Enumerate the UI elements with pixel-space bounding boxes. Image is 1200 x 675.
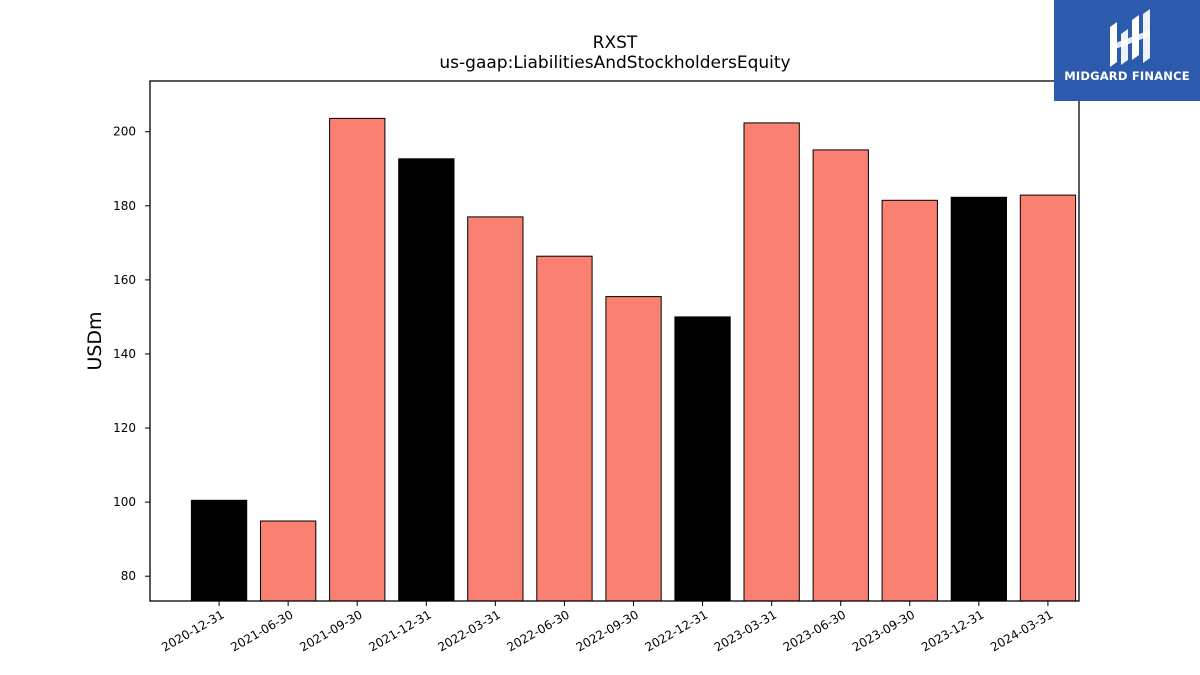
bar-2022-06-30 bbox=[536, 255, 593, 602]
bar-2022-12-31 bbox=[674, 316, 731, 602]
brand-logo-icon bbox=[1054, 0, 1200, 101]
bar-2023-06-30 bbox=[812, 149, 869, 602]
x-tick-label: 2022-06-30 bbox=[505, 607, 572, 654]
y-ticks-group: 80 100 120 140 160 180 200 bbox=[113, 125, 150, 583]
x-tick-label: 2021-06-30 bbox=[228, 607, 295, 654]
chart-subtitle: us-gaap:LiabilitiesAndStockholdersEquity bbox=[439, 53, 790, 73]
y-tick-label: 200 bbox=[113, 125, 136, 139]
brand-name: MIDGARD FINANCE bbox=[1064, 69, 1190, 83]
y-tick-label: 80 bbox=[121, 569, 136, 583]
x-tick-label: 2022-03-31 bbox=[435, 607, 502, 654]
x-ticks-group: 2020-12-31 2021-06-30 2021-09-30 2021-12-31… bbox=[159, 601, 1055, 654]
bar-2022-09-30 bbox=[605, 296, 662, 602]
bar-2020-12-31 bbox=[190, 499, 248, 602]
y-tick-label: 160 bbox=[113, 273, 136, 287]
bar-2023-12-31 bbox=[950, 196, 1008, 602]
bar-2021-06-30 bbox=[260, 520, 317, 602]
x-tick-label: 2021-12-31 bbox=[366, 607, 433, 654]
brand-logo: MIDGARD FINANCE bbox=[1054, 0, 1200, 101]
y-tick-label: 180 bbox=[113, 199, 136, 213]
bar-2024-03-31 bbox=[1019, 194, 1077, 602]
chart-title: RXST bbox=[593, 33, 638, 53]
x-tick-label: 2024-03-31 bbox=[988, 607, 1055, 654]
bar-2022-03-31 bbox=[467, 216, 524, 602]
y-tick-label: 120 bbox=[113, 421, 136, 435]
plot-frame bbox=[149, 80, 1080, 602]
bars-group bbox=[190, 117, 1077, 602]
x-tick-label: 2020-12-31 bbox=[159, 607, 226, 654]
x-tick-label: 2023-03-31 bbox=[712, 607, 779, 654]
bar-2023-09-30 bbox=[881, 199, 938, 602]
bar-2021-09-30 bbox=[329, 117, 386, 602]
y-tick-label: 140 bbox=[113, 347, 136, 361]
x-tick-label: 2023-12-31 bbox=[919, 607, 986, 654]
x-tick-label: 2022-09-30 bbox=[574, 607, 641, 654]
bar-2021-12-31 bbox=[398, 158, 455, 602]
x-tick-label: 2022-12-31 bbox=[643, 607, 710, 654]
x-tick-label: 2023-09-30 bbox=[850, 607, 917, 654]
x-tick-label: 2021-09-30 bbox=[297, 607, 364, 654]
y-axis-label: USDm bbox=[84, 311, 106, 370]
y-tick-label: 100 bbox=[113, 495, 136, 509]
x-tick-label: 2023-06-30 bbox=[781, 607, 848, 654]
bar-2023-03-31 bbox=[743, 122, 800, 602]
